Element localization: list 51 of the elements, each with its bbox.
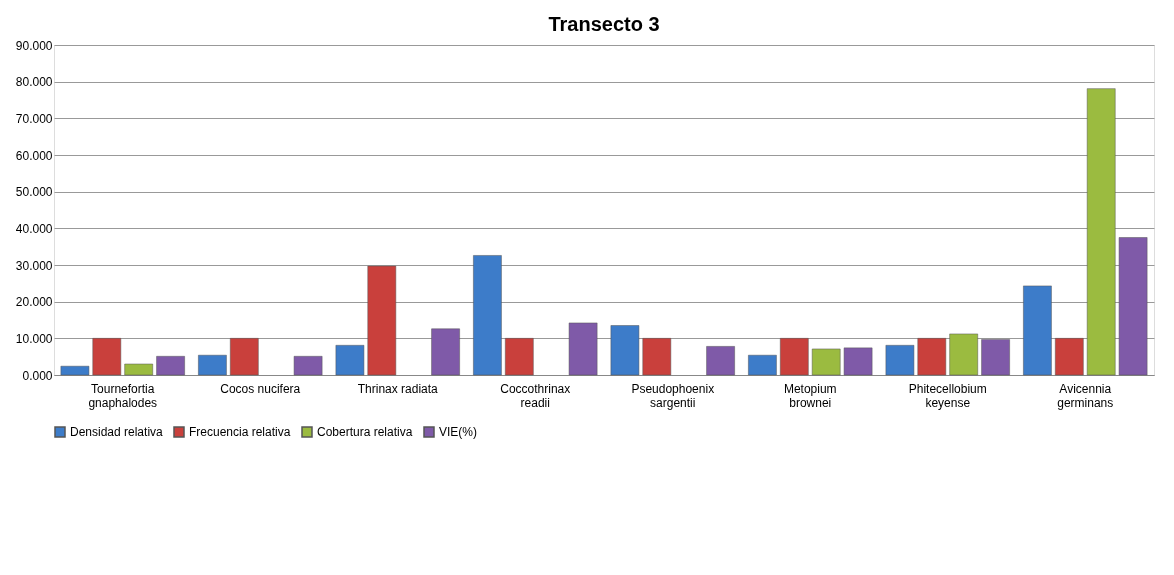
bar [843,347,873,376]
bar [335,345,365,376]
bar [811,348,841,376]
y-tick-label: 60.000 [15,148,53,163]
bar [610,325,640,376]
bar [1023,285,1052,376]
x-tick-label: Metopium brownei [783,381,837,410]
legend-label: Frecuencia relativa [189,425,291,439]
x-tick-label: Phitecellobium keyense [908,381,987,410]
x-tick-label: Cocos nucifera [220,381,301,396]
bar [1086,88,1116,376]
bar [431,328,460,376]
x-tick-label: Tournefortia gnaphalodes [88,381,158,410]
bar [92,338,122,376]
x-tick-label: Thrinax radiata [357,381,439,396]
bar [293,356,323,376]
bar [706,346,735,376]
bar [949,333,978,376]
bar [198,354,227,376]
bar [568,322,598,376]
x-tick-label: Pseudophoenix sargentii [631,381,715,410]
bar [780,338,809,376]
bar [1055,338,1084,376]
legend-label: Densidad relativa [70,425,164,439]
y-tick-label: 40.000 [15,221,53,236]
bar [642,338,672,376]
y-tick-label: 20.000 [15,295,53,310]
bar [885,345,915,376]
bar [230,338,259,376]
bar [981,339,1010,376]
legend-label: Cobertura relativa [317,425,413,439]
y-tick-label: 50.000 [15,185,53,200]
legend-label: VIE(%) [439,425,478,439]
y-tick-label: 90.000 [15,38,53,53]
bar [60,365,90,376]
bar [367,265,397,376]
bar [917,338,947,376]
y-tick-label: 70.000 [15,111,53,126]
x-tick-label: Coccothrinax readii [500,381,571,410]
bar [124,363,153,376]
y-tick-label: 0.000 [22,368,53,383]
bar [748,354,777,376]
bar [473,255,502,376]
y-tick-label: 30.000 [15,258,53,273]
y-tick-label: 10.000 [15,331,53,346]
bar [156,356,185,376]
bar [505,338,534,376]
chart-title: Transecto 3 [548,13,660,35]
y-tick-label: 80.000 [15,75,53,90]
x-tick-label: Avicennia germinans [1057,381,1114,410]
bar [1118,237,1148,376]
